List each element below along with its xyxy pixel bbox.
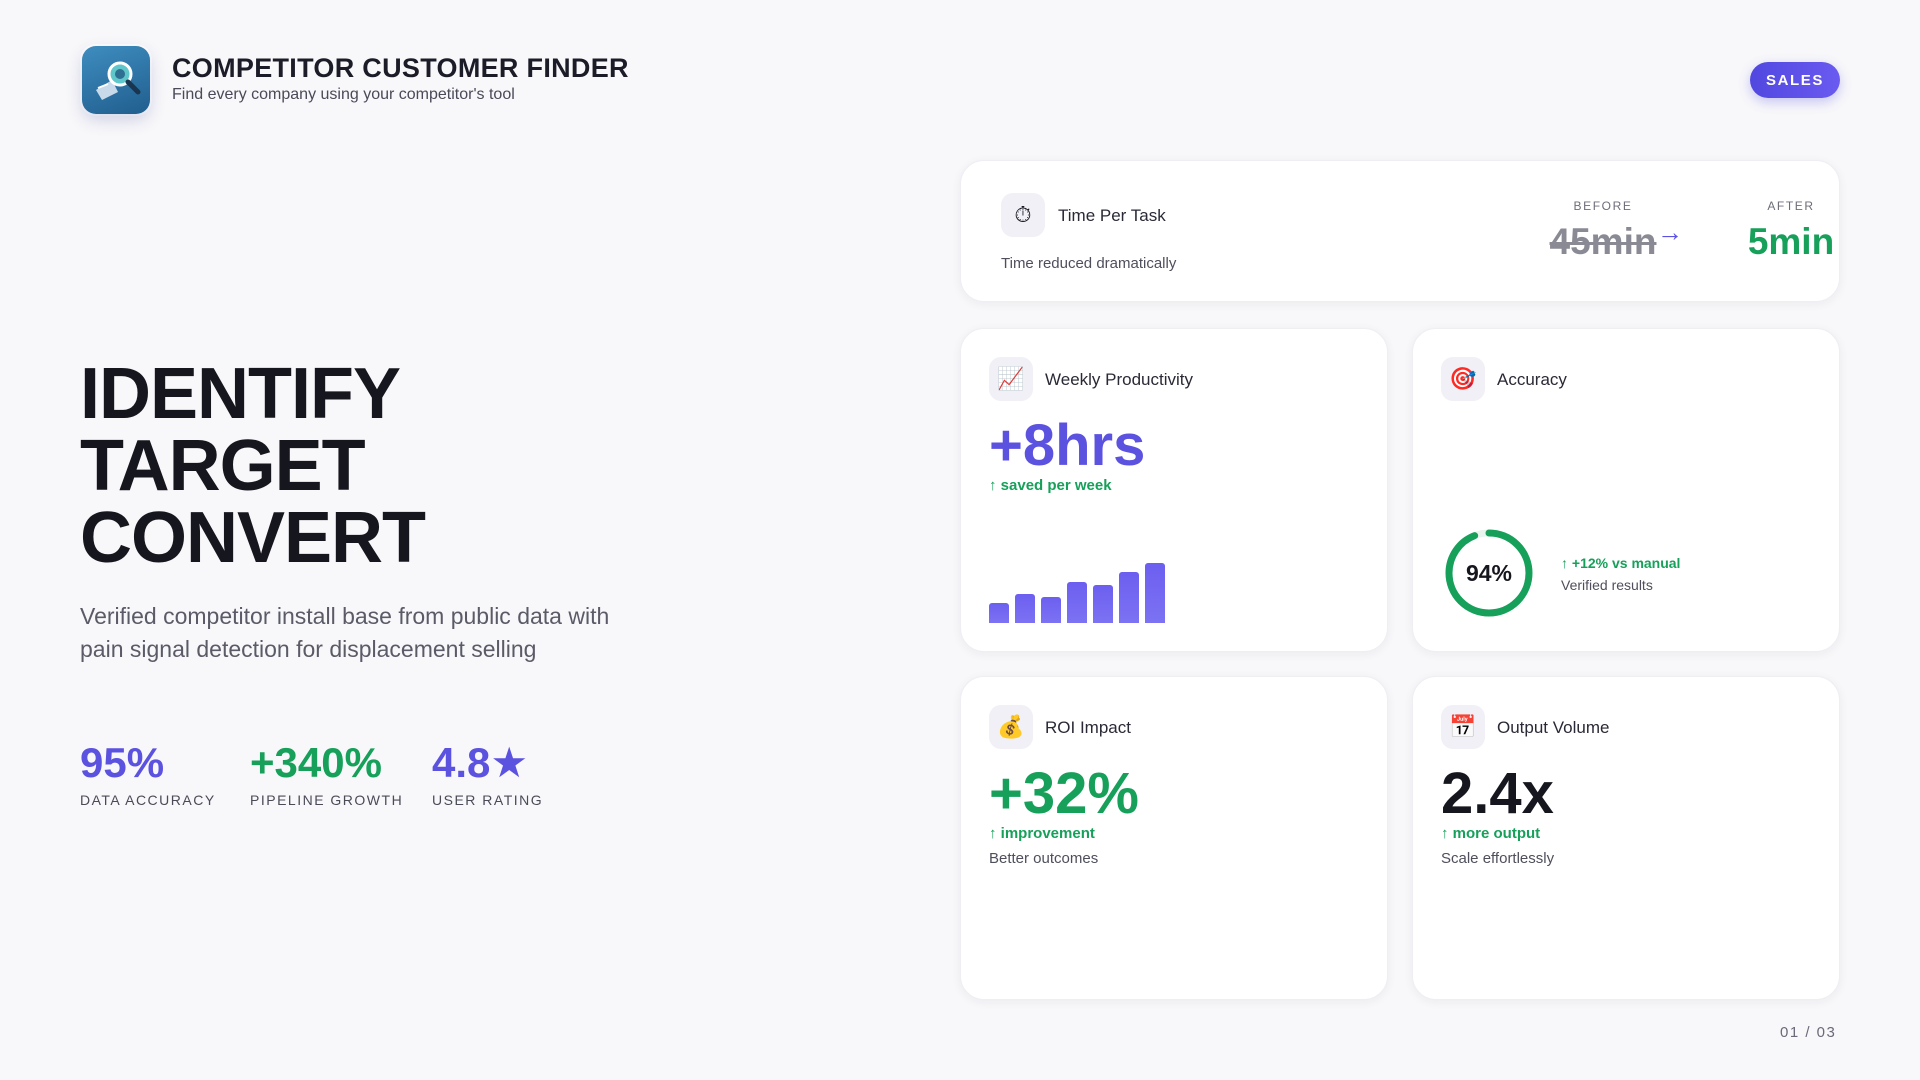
productivity-bar xyxy=(989,603,1009,623)
roi-impact-card: 💰 ROI Impact +32% ↑ improvement Better o… xyxy=(960,676,1388,1000)
productivity-bar xyxy=(1093,585,1113,623)
hero-line-2: TARGET xyxy=(80,426,366,506)
time-per-task-card: ⏱ Time Per Task Time reduced dramaticall… xyxy=(960,160,1840,302)
productivity-bar xyxy=(1041,597,1061,623)
stat-pipeline-growth-value: +340% xyxy=(250,739,382,786)
app-title: COMPETITOR CUSTOMER FINDER xyxy=(172,53,629,83)
output-card-title: Output Volume xyxy=(1497,718,1610,737)
magnifier-icon xyxy=(96,61,141,100)
stat-pipeline-growth-label: PIPELINE GROWTH xyxy=(250,792,404,808)
accuracy-value: 94% xyxy=(1465,559,1513,586)
stat-data-accuracy-label: DATA ACCURACY xyxy=(80,792,216,808)
roi-card-title: ROI Impact xyxy=(1045,718,1131,737)
productivity-card-title: Weekly Productivity xyxy=(1045,370,1194,389)
accuracy-ring xyxy=(1445,529,1533,617)
hero-line-1: IDENTIFY xyxy=(80,354,401,434)
app-subtitle: Find every company using your competitor… xyxy=(172,86,515,103)
money-bag-icon: 💰 xyxy=(989,705,1033,749)
hero-description: Verified competitor install base from pu… xyxy=(80,603,610,662)
productivity-note: ↑ saved per week xyxy=(989,477,1112,494)
productivity-bar xyxy=(1145,563,1165,623)
stat-user-rating-label: USER RATING xyxy=(432,792,544,808)
roi-note: ↑ improvement xyxy=(989,825,1095,842)
productivity-value: +8hrs xyxy=(989,413,1146,478)
sales-badge[interactable]: SALES xyxy=(1750,62,1840,98)
stopwatch-icon: ⏱ xyxy=(1001,193,1045,237)
output-note: ↑ more output xyxy=(1441,825,1541,842)
output-volume-card: 📅 Output Volume 2.4x ↑ more output Scale… xyxy=(1412,676,1840,1000)
accuracy-note: ↑ +12% vs manual xyxy=(1561,555,1681,571)
weekly-productivity-card: 📈 Weekly Productivity +8hrs ↑ saved per … xyxy=(960,328,1388,652)
hero-line-3: CONVERT xyxy=(80,498,426,578)
chart-up-icon: 📈 xyxy=(989,357,1033,401)
time-card-subtitle: Time reduced dramatically xyxy=(1001,255,1177,272)
productivity-bar xyxy=(1119,572,1139,623)
before-value: 45min xyxy=(1549,221,1657,262)
output-value: 2.4x xyxy=(1441,761,1554,826)
stat-user-rating-value: 4.8★ xyxy=(432,739,529,786)
arrow-right-icon: → xyxy=(1657,217,1683,247)
accuracy-card-title: Accuracy xyxy=(1497,370,1567,389)
productivity-bar xyxy=(1015,594,1035,623)
stat-data-accuracy-value: 95% xyxy=(80,739,165,786)
pagination: 01 / 03 xyxy=(1780,1024,1837,1041)
productivity-bar xyxy=(1067,582,1087,623)
after-label: AFTER xyxy=(1767,199,1815,213)
time-card-title: Time Per Task xyxy=(1058,206,1166,225)
roi-sub: Better outcomes xyxy=(989,850,1099,867)
app-logo xyxy=(82,46,150,114)
roi-value: +32% xyxy=(989,761,1139,826)
target-icon: 🎯 xyxy=(1441,357,1485,401)
accuracy-card: 🎯 Accuracy 94% ↑ +12% vs manual Verified… xyxy=(1412,328,1840,652)
accuracy-sub: Verified results xyxy=(1561,577,1653,593)
after-value: 5min xyxy=(1747,221,1835,262)
before-label: BEFORE xyxy=(1573,199,1633,213)
productivity-bar-chart xyxy=(989,563,1189,623)
calendar-icon: 📅 xyxy=(1441,705,1485,749)
output-sub: Scale effortlessly xyxy=(1441,850,1555,867)
